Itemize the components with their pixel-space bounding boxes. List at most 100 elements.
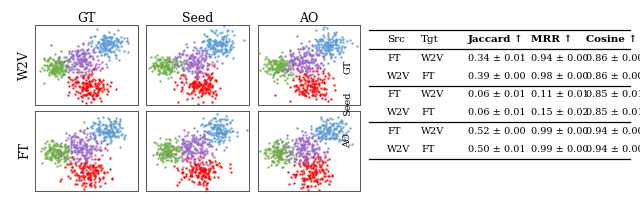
Point bbox=[95, 149, 105, 152]
Point bbox=[287, 79, 298, 82]
Point bbox=[217, 117, 227, 120]
Point bbox=[184, 145, 194, 149]
Point bbox=[196, 57, 207, 60]
Point bbox=[69, 133, 79, 136]
Point bbox=[299, 147, 309, 151]
Point bbox=[97, 85, 108, 89]
Point bbox=[207, 83, 217, 87]
Point bbox=[80, 59, 90, 62]
Point bbox=[204, 161, 214, 164]
Point bbox=[77, 152, 87, 155]
Point bbox=[161, 153, 171, 157]
Point bbox=[162, 145, 172, 148]
Point bbox=[170, 156, 180, 159]
Point bbox=[190, 75, 200, 78]
Point bbox=[71, 134, 81, 137]
Point bbox=[116, 39, 127, 42]
Point bbox=[218, 128, 228, 131]
Point bbox=[303, 49, 314, 52]
Point bbox=[303, 157, 313, 160]
Point bbox=[338, 135, 348, 138]
Point bbox=[212, 133, 222, 136]
Point bbox=[273, 66, 284, 70]
Point bbox=[109, 32, 119, 35]
Point bbox=[79, 162, 90, 166]
Text: W2V: W2V bbox=[421, 127, 444, 136]
Point bbox=[153, 147, 163, 150]
Point bbox=[101, 53, 111, 56]
Point bbox=[200, 123, 210, 126]
Point bbox=[315, 182, 325, 185]
Point bbox=[299, 172, 309, 175]
Point bbox=[274, 149, 284, 152]
Point bbox=[202, 188, 212, 191]
Point bbox=[188, 165, 198, 169]
Point bbox=[339, 139, 349, 142]
Point bbox=[272, 59, 282, 62]
Point bbox=[226, 171, 236, 174]
Point bbox=[196, 177, 206, 180]
Point bbox=[100, 126, 110, 129]
Point bbox=[92, 86, 102, 89]
Point bbox=[302, 59, 312, 62]
Point bbox=[83, 150, 93, 153]
Point bbox=[103, 130, 113, 133]
Point bbox=[74, 71, 84, 74]
Point bbox=[153, 59, 163, 62]
Point bbox=[312, 160, 322, 163]
Point bbox=[273, 71, 284, 74]
Point bbox=[216, 123, 226, 126]
Point bbox=[319, 77, 329, 80]
Point bbox=[334, 131, 344, 134]
Point bbox=[103, 130, 113, 133]
Point bbox=[84, 93, 95, 96]
Text: FT: FT bbox=[387, 54, 401, 63]
Point bbox=[295, 47, 305, 50]
Point bbox=[153, 64, 163, 67]
Point bbox=[160, 146, 170, 149]
Point bbox=[67, 170, 77, 173]
Point bbox=[335, 40, 345, 43]
Point bbox=[60, 59, 70, 62]
Point bbox=[195, 50, 205, 53]
Point bbox=[193, 162, 204, 165]
Point bbox=[93, 134, 104, 137]
Point bbox=[60, 166, 70, 169]
Point bbox=[293, 68, 303, 71]
Point bbox=[318, 120, 328, 123]
Point bbox=[198, 136, 208, 139]
Point bbox=[307, 162, 317, 165]
Point bbox=[317, 52, 327, 55]
Point bbox=[314, 81, 324, 84]
Point bbox=[42, 154, 52, 157]
Point bbox=[78, 43, 88, 46]
Point bbox=[70, 63, 81, 66]
Point bbox=[323, 119, 333, 122]
Point bbox=[56, 67, 66, 70]
Point bbox=[102, 90, 113, 93]
Point bbox=[165, 139, 175, 142]
Point bbox=[227, 29, 237, 33]
Point bbox=[159, 59, 170, 62]
Point bbox=[189, 46, 199, 49]
Point bbox=[203, 177, 213, 180]
Point bbox=[88, 165, 99, 168]
Point bbox=[83, 157, 93, 160]
Point bbox=[156, 70, 166, 73]
Point bbox=[221, 54, 232, 57]
Point bbox=[166, 69, 177, 72]
Point bbox=[79, 51, 89, 54]
Point bbox=[292, 87, 303, 90]
Point bbox=[222, 117, 232, 121]
Point bbox=[85, 84, 95, 87]
Point bbox=[202, 173, 212, 176]
Point bbox=[60, 69, 70, 72]
Point bbox=[70, 50, 80, 53]
Point bbox=[158, 68, 168, 71]
Point bbox=[118, 37, 129, 40]
Point bbox=[92, 139, 102, 142]
Point bbox=[105, 122, 115, 125]
Point bbox=[198, 132, 209, 136]
Point bbox=[45, 146, 56, 149]
Point bbox=[278, 67, 289, 70]
